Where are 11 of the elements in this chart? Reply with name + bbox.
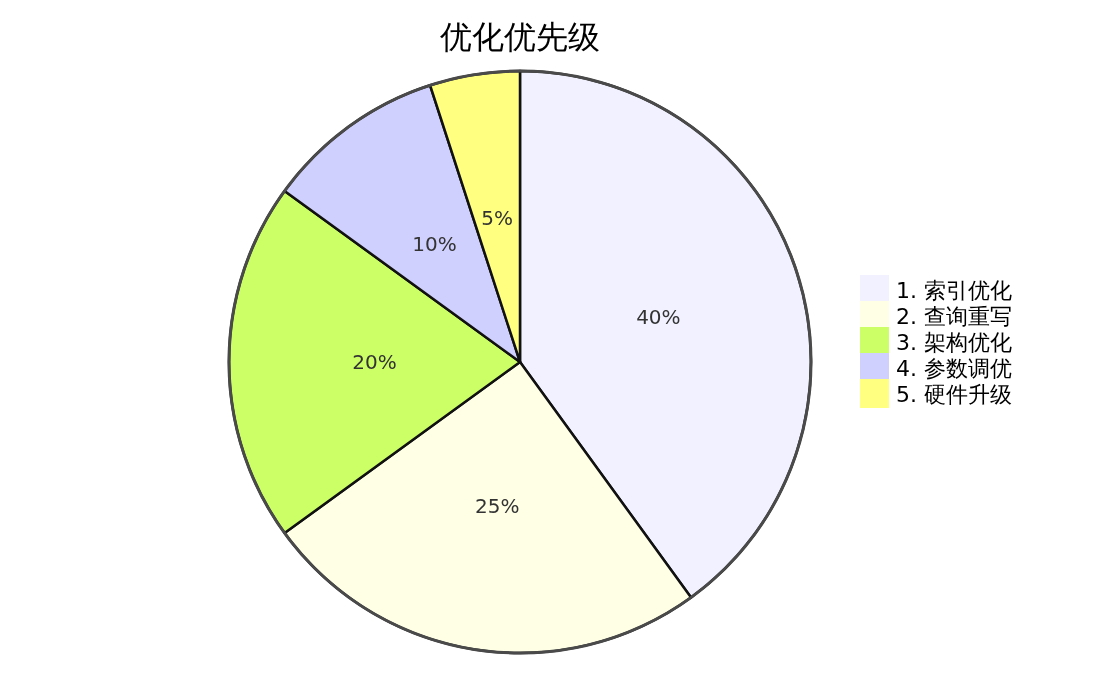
data-label: 10% [412, 232, 457, 257]
data-label: 5% [481, 206, 514, 231]
slice-label: 1. 索引优化 [896, 278, 1012, 303]
legend-label: 2. 查询重写 [896, 304, 1012, 329]
legend-label: 4. 参数调优 [896, 356, 1012, 381]
legend-label: 5. 硬件升级 [896, 382, 1012, 407]
chart-title: 优化优先级 [440, 18, 600, 56]
data-label: 20% [352, 350, 397, 374]
data-label: 40% [636, 305, 681, 330]
data-label: 25% [475, 493, 520, 518]
legend-label: 3. 架构优化 [896, 330, 1012, 355]
